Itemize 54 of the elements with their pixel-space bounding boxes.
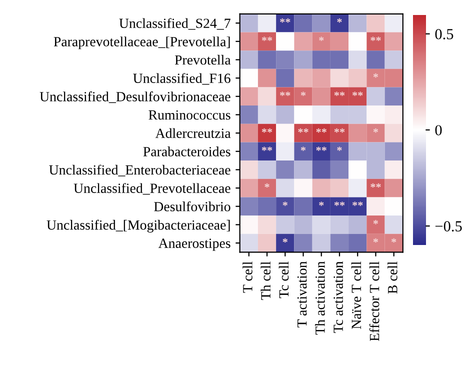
data-label: ** [262, 36, 272, 41]
color-bar-label: −0.5 [435, 221, 462, 232]
data-label: * [300, 92, 306, 96]
y-tick-label: Anaerostipes [158, 238, 230, 251]
data-label: * [282, 238, 288, 243]
data-label: * [300, 146, 306, 151]
y-tick-label: Paraprevotellaceae_[Prevotella] [54, 36, 230, 50]
color-bar-label: 0 [435, 125, 442, 136]
data-label: * [373, 128, 378, 133]
data-label: ** [262, 146, 272, 151]
y-tick-label: Unclassified_S24_7 [119, 18, 230, 30]
data-label: ** [280, 18, 290, 23]
x-tick-label: Tc activation [334, 261, 343, 333]
data-label: ** [280, 92, 290, 96]
color-bar-label: 0.5 [435, 28, 454, 40]
data-label: * [337, 146, 342, 151]
data-label: * [373, 238, 378, 243]
data-label: ** [298, 128, 308, 133]
data-label: ** [334, 128, 345, 133]
y-tick-label: Adlercreutzia [155, 128, 231, 138]
data-label: * [319, 36, 324, 41]
data-label: ** [334, 92, 345, 96]
y-tick-label: Unclassified_F16 [133, 73, 230, 85]
data-label: ** [370, 36, 381, 41]
y-tick-label: Unclassified_Enterobacteriaceae [49, 164, 230, 176]
x-tick-label: Effector T cell [369, 261, 380, 342]
data-label: * [337, 18, 342, 23]
data-label: ** [370, 183, 381, 188]
x-tick-label: Th activation [315, 261, 325, 335]
data-label: ** [316, 128, 326, 133]
data-label: ** [352, 92, 363, 96]
y-tick-label: Unclassified_Desulfovibrionaceae [40, 91, 230, 103]
y-tick-label: Ruminococcus [148, 110, 230, 120]
data-label: ** [316, 146, 326, 151]
data-label: ** [352, 202, 363, 206]
y-tick-label: Unclassified_Prevotellaceae [74, 183, 230, 195]
data-label: * [282, 202, 288, 206]
x-tick-label: Naïve T cell [351, 261, 362, 329]
data-label: * [373, 220, 378, 224]
x-tick-label: T activation [297, 261, 307, 328]
data-label: * [392, 238, 396, 243]
y-tick-label: Parabacteroides [143, 146, 230, 156]
data-label: * [264, 183, 270, 188]
data-label: ** [262, 128, 272, 133]
x-tick-label: Th cell [260, 261, 270, 300]
y-tick-label: Desulfovibrio [154, 201, 230, 212]
x-tick-label: Tc cell [278, 261, 289, 298]
data-label: ** [334, 202, 345, 206]
x-tick-label: T cell [242, 261, 252, 293]
data-label: * [373, 73, 378, 78]
x-tick-label: B cell [388, 261, 398, 294]
y-tick-label: Unclassified_[Mogibacteriaceae] [46, 220, 230, 233]
data-label: * [319, 202, 324, 206]
y-tick-label: Prevotella [174, 54, 231, 65]
